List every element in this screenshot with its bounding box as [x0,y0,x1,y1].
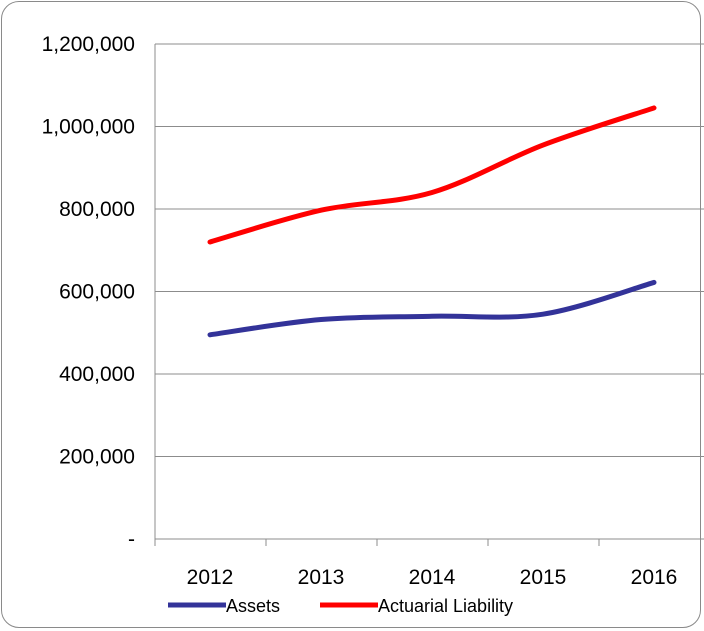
y-tick-label: 200,000 [59,446,135,469]
series-line-actuarial-liability [207,105,657,245]
series-line-assets [207,279,657,338]
x-tick-label: 2013 [298,566,345,589]
y-tick-label: - [128,528,135,551]
y-tick-label: 800,000 [59,198,135,221]
y-tick-label: 1,200,000 [42,33,135,56]
x-tick-label: 2012 [187,566,234,589]
axes: - 200,000 400,000 600,000 800,000 1,000,000 1,… [42,33,704,589]
y-tick-label: 600,000 [59,281,135,304]
legend: Assets Actuarial Liability [168,596,513,616]
x-tick-label: 2015 [520,566,567,589]
legend-label-actuarial-liability: Actuarial Liability [378,596,513,616]
gridlines [155,43,704,457]
x-tick-label: 2014 [409,566,456,589]
y-tick-label: 400,000 [59,363,135,386]
series-lines [207,105,657,338]
legend-label-assets: Assets [226,596,280,616]
y-tick-label: 1,000,000 [42,116,135,139]
x-tick-label: 2016 [631,566,678,589]
